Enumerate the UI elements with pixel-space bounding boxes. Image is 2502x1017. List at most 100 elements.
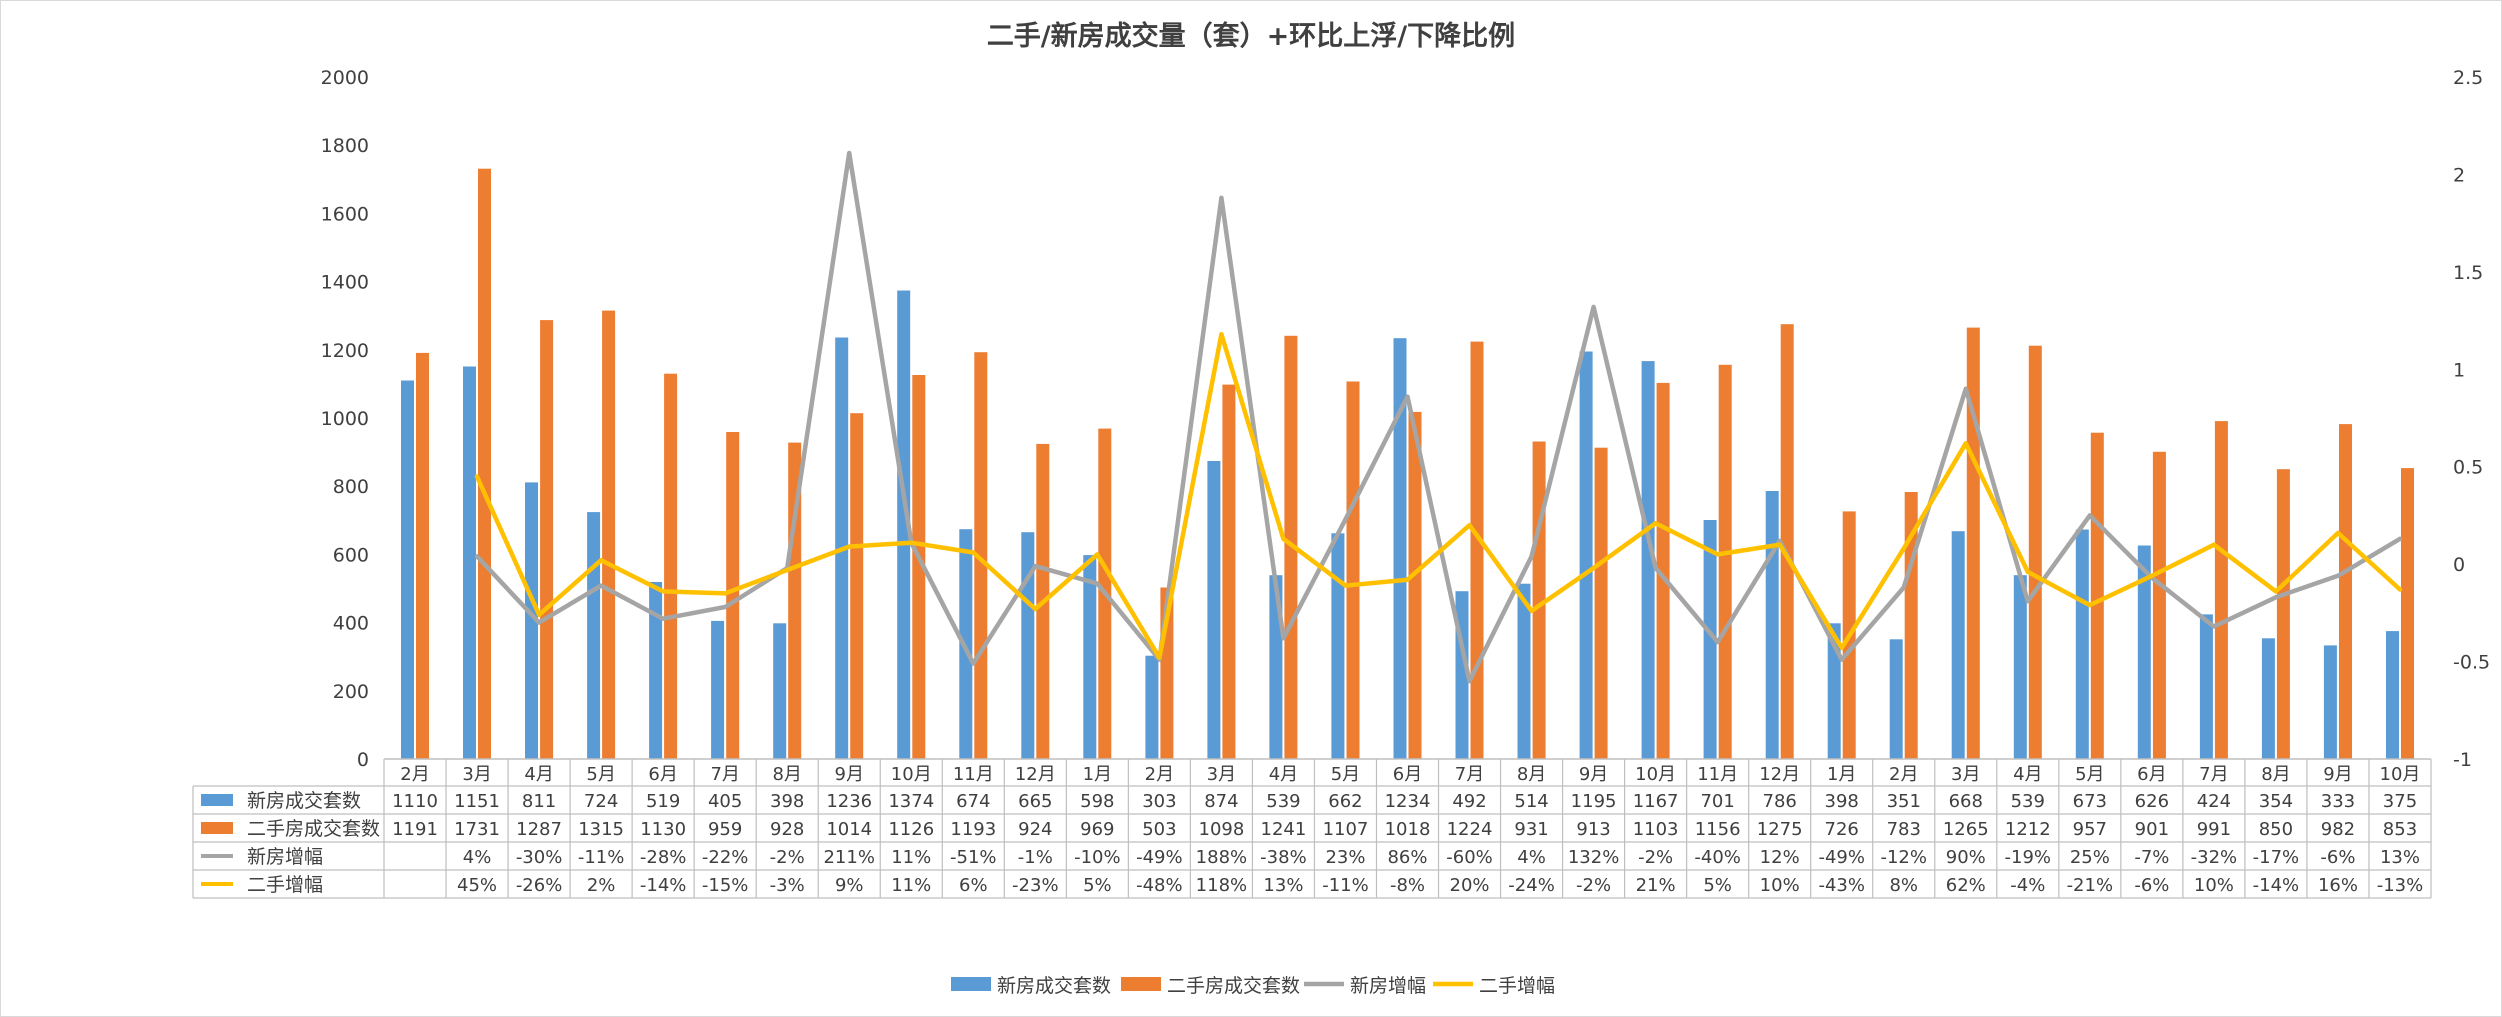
y-right-tick-label: 0 — [2453, 554, 2465, 576]
table-cell-value: 539 — [1266, 791, 1300, 812]
table-cell-value: -14% — [2253, 875, 2300, 896]
table-cell-value: -49% — [1818, 847, 1865, 868]
resale-bar — [726, 432, 740, 759]
resale-bar — [788, 442, 802, 759]
table-cell-value: 424 — [2197, 791, 2231, 812]
table-cell-value: 1167 — [1633, 791, 1679, 812]
table-cell-value: 519 — [646, 791, 680, 812]
new-home-bar — [1889, 639, 1903, 759]
table-cell-value: 20% — [1450, 875, 1490, 896]
x-tick-label: 10月 — [2380, 764, 2421, 785]
resale-bar — [1470, 341, 1484, 759]
resale-bar — [1718, 364, 1732, 759]
table-cell-value: -11% — [578, 847, 625, 868]
table-cell-value: 1151 — [454, 791, 500, 812]
table-cell-value: 783 — [1887, 819, 1921, 840]
new-home-bar — [2323, 645, 2337, 759]
new-home-bar — [1145, 655, 1159, 759]
x-tick-label: 8月 — [2261, 764, 2290, 785]
y-left-tick-label: 2000 — [321, 67, 369, 89]
table-cell-value: 1018 — [1385, 819, 1431, 840]
table-cell-value: 1195 — [1571, 791, 1617, 812]
table-cell-value: 1098 — [1199, 819, 1245, 840]
resale-bar — [1346, 381, 1360, 759]
x-tick-label: 8月 — [772, 764, 801, 785]
table-cell-value: 1731 — [454, 819, 500, 840]
table-cell-value: -2% — [1576, 875, 1611, 896]
new-home-bar — [1827, 623, 1841, 759]
x-tick-label: 3月 — [1951, 764, 1980, 785]
table-cell-value: 853 — [2383, 819, 2417, 840]
resale-bar — [2028, 345, 2042, 759]
new-home-bar — [2261, 638, 2275, 759]
table-cell-value: -14% — [640, 875, 687, 896]
table-cell-value: -17% — [2253, 847, 2300, 868]
table-cell-value: -15% — [702, 875, 749, 896]
new-home-bar — [897, 290, 911, 759]
table-cell-value: -19% — [2005, 847, 2052, 868]
table-cell-value: 1236 — [826, 791, 872, 812]
table-cell-value: -6% — [2134, 875, 2169, 896]
table-cell-value: 662 — [1328, 791, 1362, 812]
table-cell-value: 188% — [1196, 847, 1247, 868]
table-cell-value: 959 — [708, 819, 742, 840]
resale-bar — [1780, 324, 1794, 759]
table-cell-value: -2% — [1638, 847, 1673, 868]
table-cell-value: 786 — [1763, 791, 1797, 812]
resale-bar — [664, 373, 678, 759]
resale-bar — [416, 352, 429, 759]
table-cell-value: 4% — [1517, 847, 1546, 868]
x-tick-label: 3月 — [462, 764, 491, 785]
y-left-tick-label: 0 — [357, 749, 369, 771]
table-cell-value: 1130 — [640, 819, 686, 840]
table-cell-value: 10% — [2194, 875, 2234, 896]
table-cell-value: 539 — [2011, 791, 2045, 812]
table-cell-value: 982 — [2321, 819, 2355, 840]
new-home-bar — [2199, 614, 2213, 759]
table-cell-value: 11% — [891, 875, 931, 896]
y-left-tick-label: 1200 — [321, 340, 369, 362]
new-home-bar — [1517, 583, 1531, 759]
x-tick-label: 1月 — [1827, 764, 1856, 785]
table-cell-value: 598 — [1080, 791, 1114, 812]
x-tick-label: 6月 — [648, 764, 677, 785]
table-cell-value: -26% — [516, 875, 563, 896]
table-cell-value: 9% — [835, 875, 864, 896]
table-cell-value: 13% — [2380, 847, 2420, 868]
legend: 新房成交套数 二手房成交套数 新房增幅 二手增幅 — [951, 975, 1555, 997]
table-cell-value: 118% — [1196, 875, 1247, 896]
resale-bar — [2090, 432, 2104, 759]
y-right-tick-label: 2.5 — [2453, 67, 2483, 89]
table-cell-value: 1275 — [1757, 819, 1803, 840]
resale-bar — [1656, 382, 1670, 759]
new-home-bar — [1765, 491, 1779, 759]
table-cell-value: 626 — [2135, 791, 2169, 812]
x-tick-label: 5月 — [1331, 764, 1360, 785]
legend-key — [951, 977, 991, 991]
resale-bar — [1594, 447, 1608, 759]
table-cell-value: -10% — [1074, 847, 1121, 868]
new-home-bar — [1703, 520, 1717, 759]
resale-bar — [1222, 384, 1236, 759]
x-tick-label: 1月 — [1083, 764, 1112, 785]
new-home-bar — [2386, 631, 2399, 759]
table-cell-value: -49% — [1136, 847, 1183, 868]
table-cell-value: 303 — [1142, 791, 1176, 812]
y-right-tick-label: 2 — [2453, 164, 2465, 186]
table-cell-value: 674 — [956, 791, 990, 812]
resale-bar — [602, 310, 616, 759]
table-cell-value: 398 — [770, 791, 804, 812]
legend-key — [1121, 977, 1161, 991]
table-cell-value: -3% — [770, 875, 805, 896]
y-right-tick-label: -0.5 — [2453, 652, 2490, 674]
x-tick-label: 7月 — [1455, 764, 1484, 785]
new-home-bar — [2137, 545, 2151, 759]
table-cell-value: 132% — [1568, 847, 1619, 868]
table-cell-value: 724 — [584, 791, 618, 812]
table-cell-value: 405 — [708, 791, 742, 812]
table-cell-value: 16% — [2318, 875, 2358, 896]
table-cell-value: -32% — [2191, 847, 2238, 868]
data-table: 2月 3月 4月 5月 6月 7月 8月 9月 10月 11月 12月 1月 2月 3月 4月 5月 6月 7月 8… — [192, 758, 2432, 899]
